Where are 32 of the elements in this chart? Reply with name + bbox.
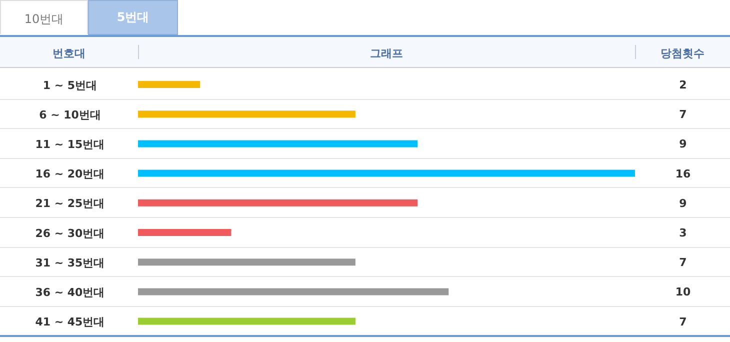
bar <box>138 170 635 177</box>
y-tick-label: 41 ~ 45번대 <box>35 316 105 329</box>
data-label: 16 <box>675 167 691 180</box>
data-label: 7 <box>679 256 687 270</box>
bar <box>138 228 232 236</box>
text: 그래프 <box>369 46 404 61</box>
bar <box>138 199 418 206</box>
text: 당첨횟수 <box>660 46 706 61</box>
bar <box>138 81 200 88</box>
data-label: 7 <box>679 108 687 122</box>
y-tick-label: 21 ~ 25번대 <box>35 197 105 210</box>
bar <box>138 288 449 296</box>
text: 번호대 <box>52 46 86 61</box>
data-label: 9 <box>679 138 687 151</box>
data-label: 9 <box>679 196 687 210</box>
data-label: 2 <box>679 78 687 92</box>
data-label: 7 <box>679 315 687 328</box>
y-tick-label: 16 ~ 20번대 <box>35 168 105 181</box>
bar <box>138 110 356 118</box>
y-tick-label: 1 ~ 5번대 <box>42 78 98 92</box>
data-label: 3 <box>679 226 687 240</box>
y-tick-label: 36 ~ 40번대 <box>35 286 105 299</box>
data-label: 10 <box>675 286 691 299</box>
y-tick-label: 31 ~ 35번대 <box>35 256 105 270</box>
bar <box>138 318 356 325</box>
y-tick-label: 11 ~ 15번대 <box>35 138 105 151</box>
y-tick-label: 26 ~ 30번대 <box>35 226 105 240</box>
text: 10번대 <box>0 0 88 34</box>
text: 5번대 <box>88 0 178 35</box>
bar <box>138 140 418 148</box>
bar <box>138 258 356 266</box>
y-tick-label: 6 ~ 10번대 <box>39 108 101 122</box>
